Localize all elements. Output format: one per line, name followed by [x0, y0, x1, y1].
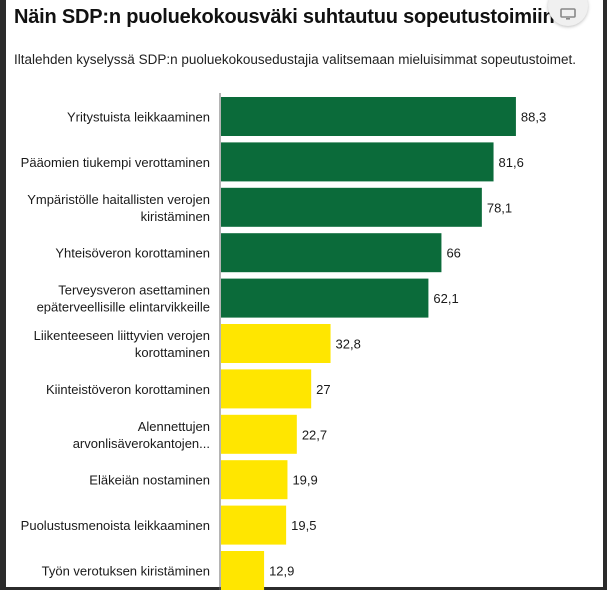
- category-label-4: Yhteisöveron korottaminen: [55, 246, 210, 261]
- value-label-4: 66: [446, 246, 460, 261]
- category-label-line: Työn verotuksen kiristäminen: [42, 564, 210, 579]
- bar-11: [221, 551, 265, 590]
- value-label-2: 81,6: [499, 155, 524, 170]
- bar-5: [221, 278, 429, 318]
- category-label-2: Pääomien tiukempi verottaminen: [21, 155, 210, 170]
- bar-1: [221, 97, 516, 136]
- category-label-line: Terveysveron asettaminen: [58, 283, 210, 298]
- window-frame-right: [603, 0, 607, 590]
- category-label-1: Yritystuista leikkaaminen: [67, 110, 210, 125]
- value-label-5: 62,1: [433, 291, 458, 306]
- category-label-line: Eläkeiän nostaminen: [89, 473, 210, 488]
- category-label-line: Yhteisöveron korottaminen: [55, 246, 210, 261]
- category-label-line: Puolustusmenoista leikkaaminen: [21, 518, 210, 533]
- category-label-7: Kiinteistöveron korottaminen: [46, 382, 210, 397]
- value-label-1: 88,3: [521, 110, 546, 125]
- category-label-11: Työn verotuksen kiristäminen: [42, 564, 210, 579]
- monitor-icon: [560, 8, 576, 20]
- value-label-3: 78,1: [487, 200, 512, 215]
- category-label-line: Alennettujen: [138, 419, 210, 434]
- value-label-9: 19,9: [292, 473, 317, 488]
- bar-9: [221, 460, 288, 500]
- chart-subtitle: Iltalehden kyselyssä SDP:n puoluekokouse…: [14, 52, 577, 67]
- bar-4: [221, 233, 442, 273]
- category-label-10: Puolustusmenoista leikkaaminen: [21, 518, 210, 533]
- value-label-6: 32,8: [336, 337, 361, 352]
- bar-10: [221, 505, 287, 545]
- chart-title: Näin SDP:n puoluekokousväki suhtautuu so…: [14, 6, 555, 28]
- category-label-6: Liikenteeseen liittyvien verojen korottam…: [34, 328, 210, 360]
- category-label-line: kiristäminen: [141, 209, 210, 224]
- category-label-line: Ympäristölle haitallisten verojen: [27, 192, 210, 207]
- value-label-7: 27: [316, 382, 330, 397]
- category-label-line: Pääomien tiukempi verottaminen: [21, 155, 210, 170]
- category-label-line: Liikenteeseen liittyvien verojen: [34, 328, 210, 343]
- category-label-line: epäterveellisille elintarvikkeille: [37, 300, 210, 315]
- bar-3: [221, 187, 482, 227]
- category-label-3: Ympäristölle haitallisten verojen kiristä…: [27, 192, 210, 224]
- value-label-8: 22,7: [302, 427, 327, 442]
- category-label-line: arvonlisäverokantojen...: [73, 436, 210, 451]
- value-label-10: 19,5: [291, 518, 316, 533]
- category-label-9: Eläkeiän nostaminen: [89, 473, 210, 488]
- category-label-line: korottaminen: [135, 345, 210, 360]
- window-frame-bottom: [0, 587, 607, 590]
- bar-6: [221, 324, 331, 363]
- bar-7: [221, 369, 312, 409]
- category-label-line: Yritystuista leikkaaminen: [67, 110, 210, 125]
- bar-2: [221, 142, 494, 182]
- window-frame-left: [0, 0, 6, 590]
- value-label-11: 12,9: [269, 564, 294, 579]
- category-label-5: Terveysveron asettaminen epäterveellisill…: [37, 283, 210, 315]
- bar-8: [221, 414, 297, 454]
- category-label-8: Alennettujen arvonlisäverokantojen...: [73, 419, 210, 451]
- category-label-line: Kiinteistöveron korottaminen: [46, 382, 210, 397]
